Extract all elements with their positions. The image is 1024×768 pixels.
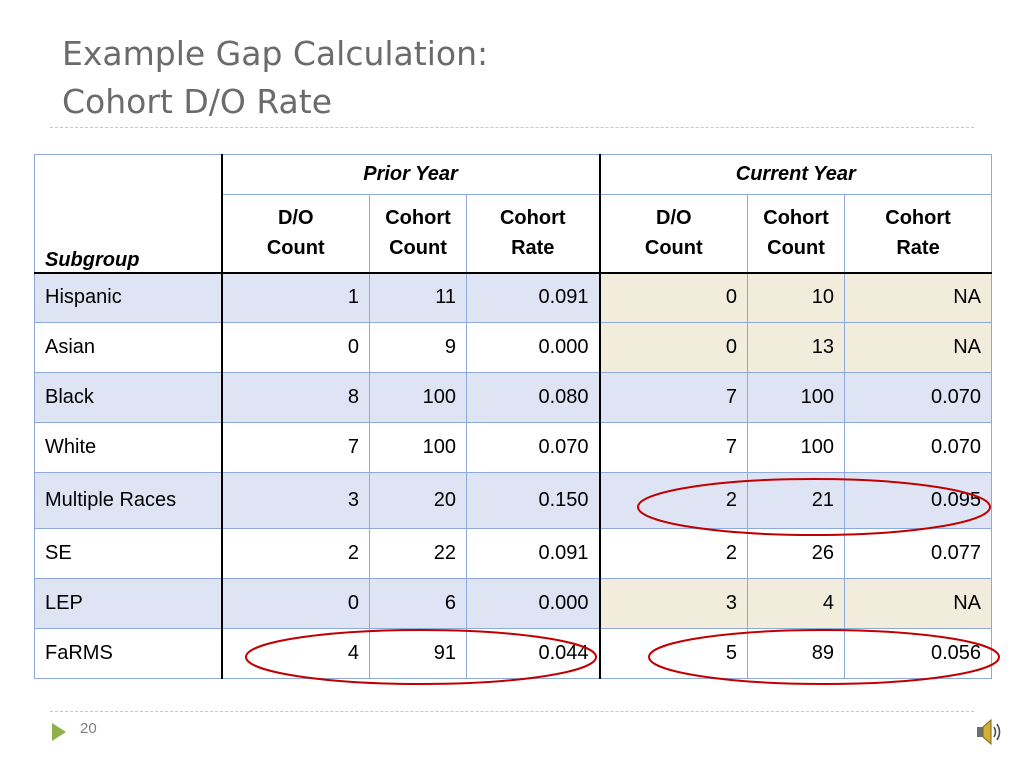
top-divider bbox=[50, 127, 974, 128]
bottom-divider bbox=[50, 711, 974, 712]
current-do-count: 0 bbox=[599, 272, 749, 323]
subgroup-cell: Hispanic bbox=[34, 272, 223, 323]
current-do-count: 5 bbox=[599, 628, 749, 679]
play-arrow-icon bbox=[52, 723, 66, 741]
current-do-count-header: D/O Count bbox=[599, 194, 749, 273]
current-cohort-count: 100 bbox=[747, 422, 846, 473]
prior-cohort-count: 91 bbox=[369, 628, 467, 679]
title-line-1: Example Gap Calculation: bbox=[62, 34, 489, 73]
gap-table: Subgroup Prior Year Current Year D/O Coun… bbox=[34, 154, 993, 679]
subgroup-cell: FaRMS bbox=[34, 628, 223, 679]
current-cohort-rate: NA bbox=[844, 322, 993, 373]
prior-cohort-rate: 0.000 bbox=[465, 322, 601, 373]
prior-do-count: 2 bbox=[221, 528, 370, 579]
prior-do-count-header: D/O Count bbox=[221, 194, 370, 273]
prior-year-header: Prior Year bbox=[220, 154, 601, 195]
current-cohort-count: 100 bbox=[747, 372, 846, 423]
table-row: LEP 0 6 0.000 3 4 NA bbox=[34, 578, 993, 629]
column-header-row: D/O Count Cohort Count Cohort Rate D/O Count… bbox=[34, 194, 993, 273]
current-cohort-count: 26 bbox=[747, 528, 846, 579]
current-cohort-rate-header: Cohort Rate bbox=[844, 194, 993, 273]
prior-cohort-count: 20 bbox=[369, 472, 467, 529]
current-do-count: 3 bbox=[599, 578, 749, 629]
table-row: Hispanic 1 11 0.091 0 10 NA bbox=[34, 272, 993, 323]
prior-cohort-rate: 0.000 bbox=[465, 578, 601, 629]
prior-cohort-rate: 0.091 bbox=[465, 272, 601, 323]
prior-cohort-rate-header: Cohort Rate bbox=[465, 194, 601, 273]
subgroup-cell: LEP bbox=[34, 578, 223, 629]
table-row: Black 8 100 0.080 7 100 0.070 bbox=[34, 372, 993, 423]
current-cohort-count: 89 bbox=[747, 628, 846, 679]
prior-cohort-rate: 0.044 bbox=[465, 628, 601, 679]
prior-cohort-count-header: Cohort Count bbox=[369, 194, 467, 273]
prior-cohort-rate: 0.150 bbox=[465, 472, 601, 529]
prior-cohort-count: 100 bbox=[369, 372, 467, 423]
prior-cohort-count: 11 bbox=[369, 272, 467, 323]
current-cohort-rate: NA bbox=[844, 272, 993, 323]
current-do-count: 2 bbox=[599, 472, 749, 529]
current-cohort-rate: 0.095 bbox=[844, 472, 993, 529]
table-row: SE 2 22 0.091 2 26 0.077 bbox=[34, 528, 993, 579]
prior-cohort-count: 9 bbox=[369, 322, 467, 373]
prior-cohort-count: 22 bbox=[369, 528, 467, 579]
title-line-2: Cohort D/O Rate bbox=[62, 82, 332, 121]
current-cohort-count: 4 bbox=[747, 578, 846, 629]
current-do-count: 2 bbox=[599, 528, 749, 579]
prior-cohort-rate: 0.080 bbox=[465, 372, 601, 423]
table-row: Multiple Races 3 20 0.150 2 21 0.095 bbox=[34, 472, 993, 529]
table-row: FaRMS 4 91 0.044 5 89 0.056 bbox=[34, 628, 993, 679]
current-cohort-count: 21 bbox=[747, 472, 846, 529]
subgroup-cell: Black bbox=[34, 372, 223, 423]
current-cohort-rate: 0.077 bbox=[844, 528, 993, 579]
subgroup-cell: SE bbox=[34, 528, 223, 579]
current-cohort-rate: NA bbox=[844, 578, 993, 629]
prior-do-count: 1 bbox=[221, 272, 370, 323]
current-do-count: 0 bbox=[599, 322, 749, 373]
current-do-count: 7 bbox=[599, 372, 749, 423]
prior-do-count: 8 bbox=[221, 372, 370, 423]
current-cohort-count: 10 bbox=[747, 272, 846, 323]
current-cohort-rate: 0.056 bbox=[844, 628, 993, 679]
current-cohort-rate: 0.070 bbox=[844, 372, 993, 423]
current-cohort-count: 13 bbox=[747, 322, 846, 373]
subgroup-header: Subgroup bbox=[34, 154, 223, 273]
speaker-icon[interactable] bbox=[975, 717, 1003, 747]
slide-title: Example Gap Calculation: Cohort D/O Rate bbox=[62, 30, 488, 126]
prior-do-count: 3 bbox=[221, 472, 370, 529]
prior-cohort-rate: 0.070 bbox=[465, 422, 601, 473]
prior-cohort-rate: 0.091 bbox=[465, 528, 601, 579]
prior-cohort-count: 6 bbox=[369, 578, 467, 629]
prior-do-count: 0 bbox=[221, 578, 370, 629]
table-row: Asian 0 9 0.000 0 13 NA bbox=[34, 322, 993, 373]
current-cohort-count-header: Cohort Count bbox=[747, 194, 846, 273]
current-cohort-rate: 0.070 bbox=[844, 422, 993, 473]
table-row: White 7 100 0.070 7 100 0.070 bbox=[34, 422, 993, 473]
prior-do-count: 0 bbox=[221, 322, 370, 373]
subgroup-cell: Multiple Races bbox=[34, 472, 223, 529]
group-header-row: Subgroup Prior Year Current Year bbox=[34, 154, 993, 273]
current-year-header: Current Year bbox=[599, 154, 993, 195]
subgroup-cell: White bbox=[34, 422, 223, 473]
prior-cohort-count: 100 bbox=[369, 422, 467, 473]
current-do-count: 7 bbox=[599, 422, 749, 473]
prior-do-count: 4 bbox=[221, 628, 370, 679]
prior-do-count: 7 bbox=[221, 422, 370, 473]
subgroup-cell: Asian bbox=[34, 322, 223, 373]
page-number: 20 bbox=[80, 720, 97, 737]
